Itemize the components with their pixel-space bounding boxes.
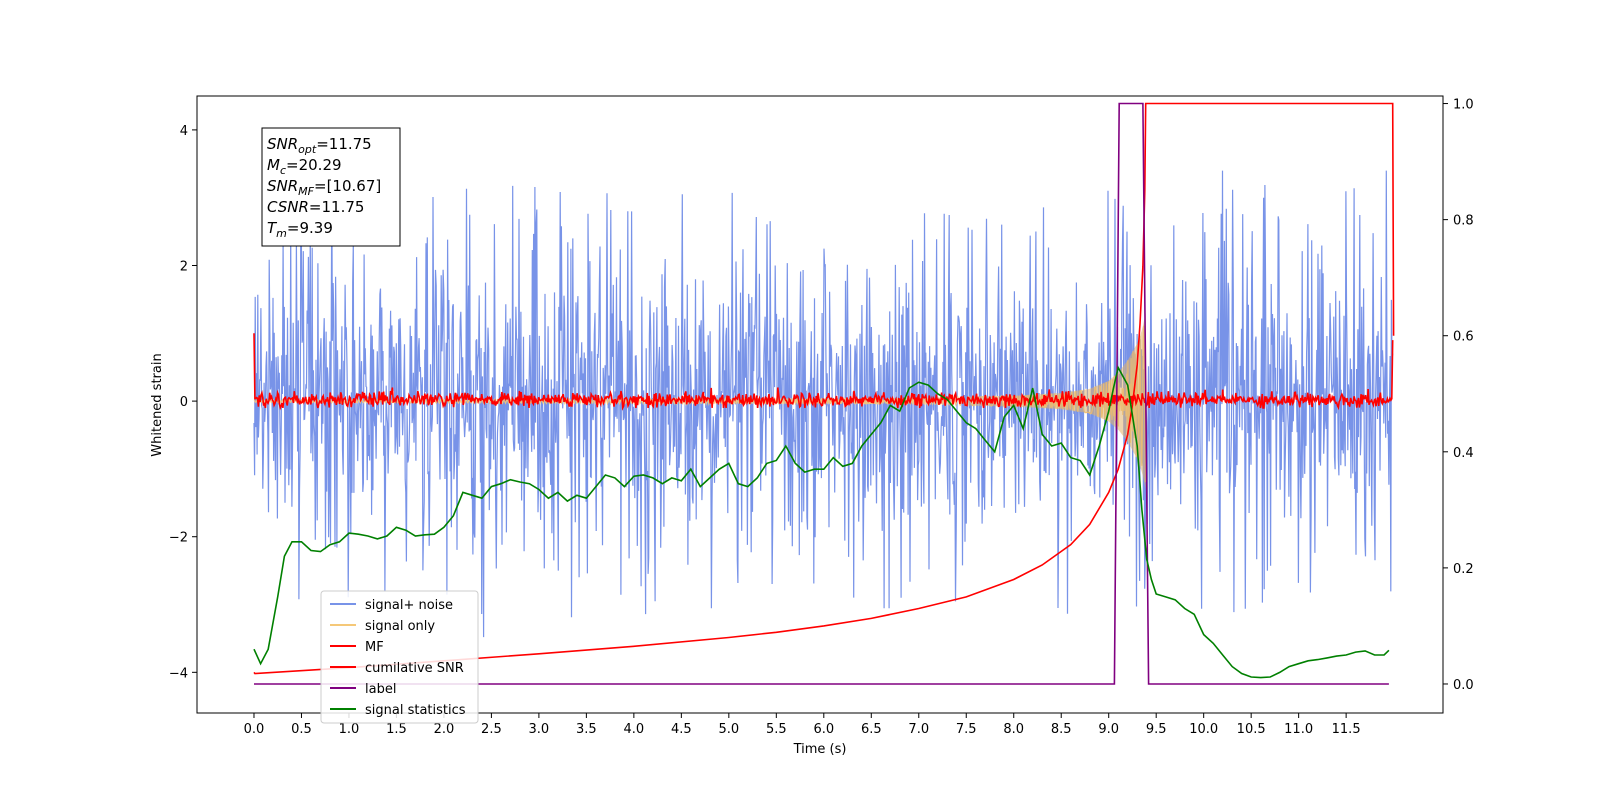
- annotation-line: CSNR=11.75: [267, 198, 364, 216]
- x-tick-label: 7.0: [908, 722, 929, 737]
- x-tick-label: 10.0: [1189, 722, 1218, 737]
- x-tick-label: 8.5: [1051, 722, 1072, 737]
- x-axis-ticks: 0.0 0.5 1.0 1.5 2.0 2.5 3.0 3.5 4.0 4.5 5.0 5.5 6.0 6…: [244, 713, 1361, 737]
- x-tick-label: 9.0: [1098, 722, 1119, 737]
- legend: signal+ noise signal only MF cumilative SNR…: [320, 590, 479, 724]
- annotation-line: SNRopt=11.75: [267, 135, 372, 156]
- annotation-line: Tm=9.39: [267, 219, 333, 240]
- left-y-axis-ticks: −4 −2 0 2 4: [169, 124, 197, 681]
- left-y-tick-label: −2: [169, 531, 188, 546]
- left-y-tick-label: 4: [180, 124, 188, 139]
- legend-entry: MF: [365, 640, 384, 655]
- x-tick-label: 1.5: [386, 722, 407, 737]
- x-tick-label: 10.5: [1237, 722, 1266, 737]
- left-y-tick-label: −4: [169, 666, 188, 681]
- legend-entry: label: [365, 682, 396, 697]
- legend-entry: signal+ noise: [365, 598, 453, 613]
- legend-entry: signal only: [365, 619, 435, 634]
- series-mf: [253, 333, 1394, 411]
- x-tick-label: 5.0: [718, 722, 739, 737]
- x-tick-label: 0.0: [244, 722, 265, 737]
- x-tick-label: 11.0: [1284, 722, 1313, 737]
- right-y-tick-label: 0.6: [1453, 330, 1474, 345]
- right-y-tick-label: 0.0: [1453, 678, 1474, 693]
- x-tick-label: 9.5: [1146, 722, 1167, 737]
- left-y-axis-label: Whitened strain: [150, 353, 165, 456]
- x-tick-label: 6.5: [861, 722, 882, 737]
- annotation-line: Mc=20.29: [267, 156, 342, 177]
- x-tick-label: 4.0: [624, 722, 645, 737]
- x-tick-label: 8.0: [1003, 722, 1024, 737]
- x-tick-label: 2.0: [434, 722, 455, 737]
- x-tick-label: 5.5: [766, 722, 787, 737]
- left-y-tick-label: 2: [180, 260, 188, 275]
- x-tick-label: 3.0: [529, 722, 550, 737]
- x-tick-label: 3.5: [576, 722, 597, 737]
- x-tick-label: 1.0: [339, 722, 360, 737]
- series-layer: [253, 102, 1395, 685]
- right-y-tick-label: 0.8: [1453, 214, 1474, 229]
- annotation-line: SNRMF=[10.67]: [267, 177, 381, 198]
- right-y-axis-ticks: 0.0 0.2 0.4 0.6 0.8 1.0: [1443, 98, 1474, 693]
- legend-entry: signal statistics: [365, 703, 466, 718]
- x-tick-label: 6.0: [813, 722, 834, 737]
- series-signal-statistics: [253, 365, 1390, 679]
- left-y-tick-label: 0: [180, 395, 188, 410]
- annotation-frame: [261, 127, 401, 247]
- x-tick-label: 2.5: [481, 722, 502, 737]
- series-label: [254, 102, 1389, 685]
- x-tick-label: 4.5: [671, 722, 692, 737]
- x-tick-label: 0.5: [291, 722, 312, 737]
- x-tick-label: 7.5: [956, 722, 977, 737]
- plot-area-frame: [196, 95, 1444, 714]
- right-y-tick-label: 0.2: [1453, 562, 1474, 577]
- legend-frame: [320, 590, 479, 724]
- right-y-tick-label: 0.4: [1453, 446, 1474, 461]
- series-signal-only-envelope: [966, 313, 1146, 490]
- x-axis-label: Time (s): [793, 742, 847, 757]
- legend-entry: cumilative SNR: [365, 661, 464, 676]
- stats-annotation-box: SNRopt=11.75Mc=20.29SNRMF=[10.67]CSNR=11…: [261, 127, 401, 247]
- right-y-tick-label: 1.0: [1453, 98, 1474, 113]
- x-tick-label: 11.5: [1332, 722, 1361, 737]
